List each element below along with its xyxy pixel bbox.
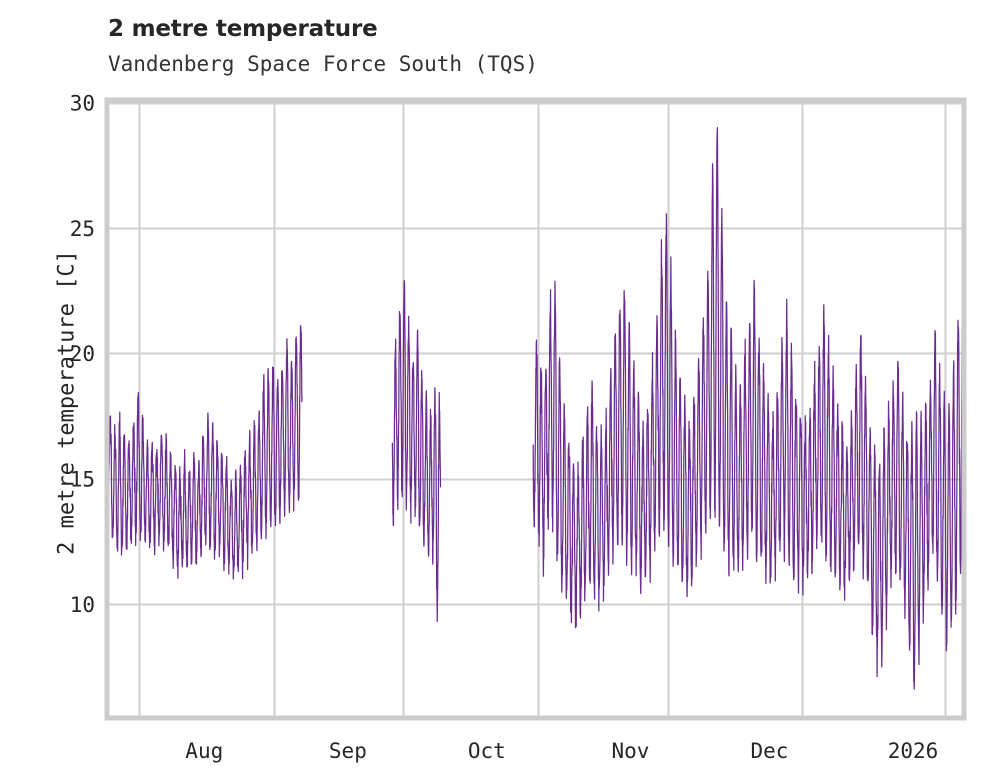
- x-tick-label: 2026: [888, 739, 939, 763]
- x-tick-label: Aug: [185, 739, 223, 763]
- chart-title: 2 metre temperature: [108, 16, 378, 42]
- y-tick-label: 30: [70, 92, 95, 116]
- y-tick-labels: 10 15 20 25 30: [70, 92, 95, 617]
- x-tick-label: Dec: [750, 739, 788, 763]
- series-line-segment-1: [106, 325, 303, 580]
- x-tick-label: Nov: [611, 739, 649, 763]
- x-tick-label: Sep: [329, 739, 367, 763]
- y-tick-label: 20: [70, 342, 95, 366]
- plot-frame: [104, 97, 967, 721]
- series-line-segment-3: [532, 126, 965, 690]
- x-tick-label: Oct: [468, 739, 506, 763]
- temperature-series: [106, 126, 965, 690]
- chart-subtitle: Vandenberg Space Force South (TQS): [108, 52, 538, 76]
- x-tick-labels: Aug Sep Oct Nov Dec 2026: [185, 739, 938, 763]
- y-tick-label: 15: [70, 468, 95, 492]
- y-tick-label: 10: [70, 593, 95, 617]
- x-gridlines: [138, 100, 947, 718]
- series-line-segment-2: [391, 279, 442, 623]
- y-tick-label: 25: [70, 217, 95, 241]
